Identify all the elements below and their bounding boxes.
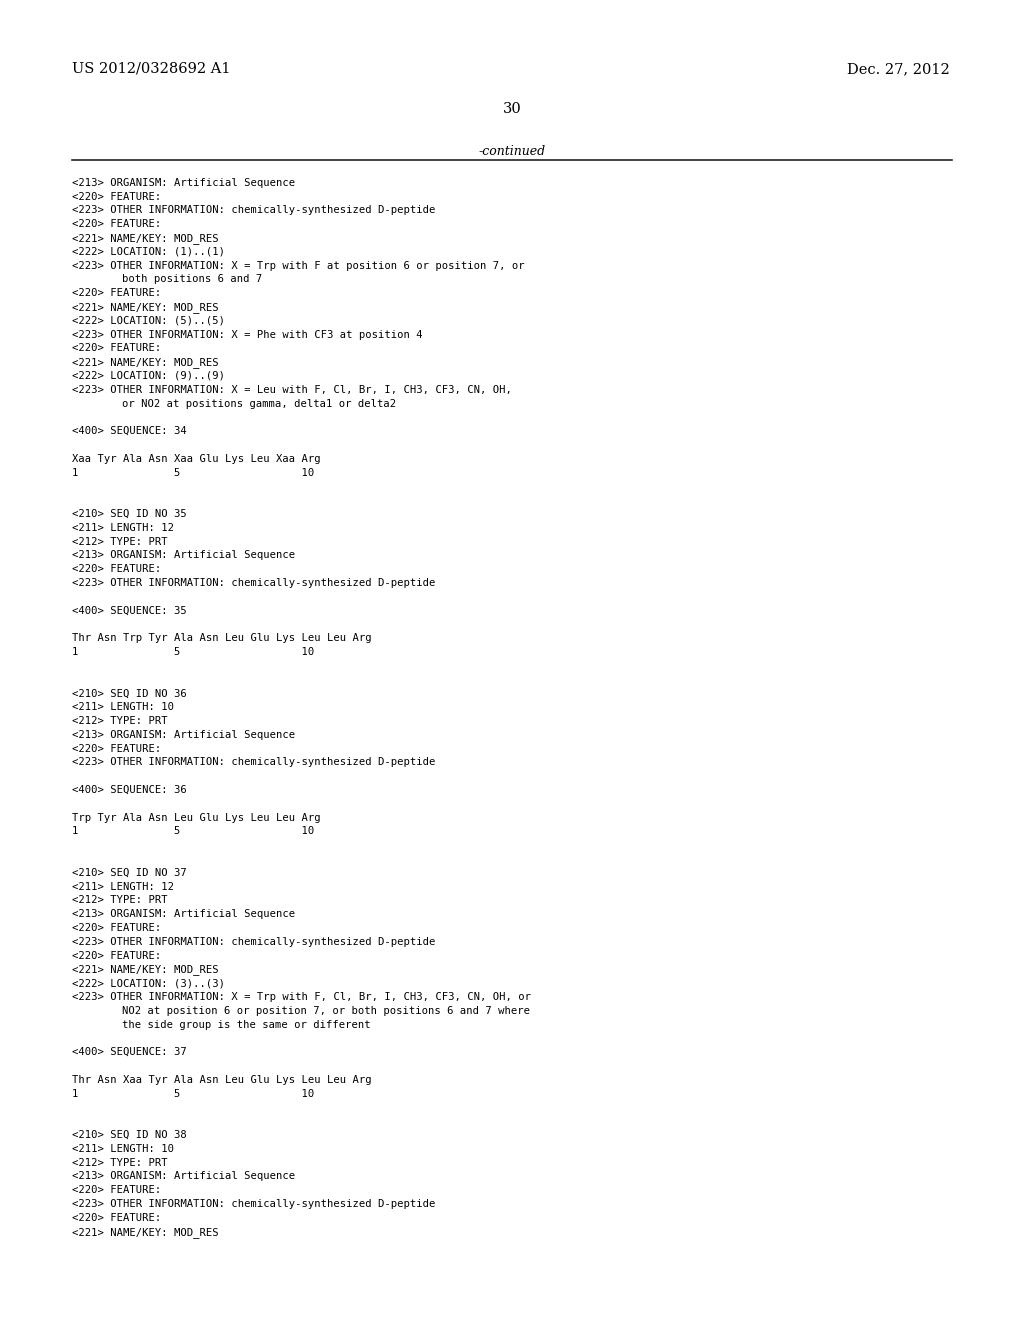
Text: or NO2 at positions gamma, delta1 or delta2: or NO2 at positions gamma, delta1 or del… bbox=[122, 399, 396, 409]
Text: <400> SEQUENCE: 36: <400> SEQUENCE: 36 bbox=[72, 785, 186, 795]
Text: <222> LOCATION: (5)..(5): <222> LOCATION: (5)..(5) bbox=[72, 315, 225, 326]
Text: 1               5                   10: 1 5 10 bbox=[72, 647, 314, 657]
Text: <220> FEATURE:: <220> FEATURE: bbox=[72, 288, 161, 298]
Text: <223> OTHER INFORMATION: chemically-synthesized D-peptide: <223> OTHER INFORMATION: chemically-synt… bbox=[72, 206, 435, 215]
Text: <220> FEATURE:: <220> FEATURE: bbox=[72, 191, 161, 202]
Text: US 2012/0328692 A1: US 2012/0328692 A1 bbox=[72, 62, 230, 77]
Text: <212> TYPE: PRT: <212> TYPE: PRT bbox=[72, 895, 168, 906]
Text: Thr Asn Xaa Tyr Ala Asn Leu Glu Lys Leu Leu Arg: Thr Asn Xaa Tyr Ala Asn Leu Glu Lys Leu … bbox=[72, 1074, 372, 1085]
Text: <220> FEATURE:: <220> FEATURE: bbox=[72, 564, 161, 574]
Text: -continued: -continued bbox=[478, 145, 546, 158]
Text: <220> FEATURE:: <220> FEATURE: bbox=[72, 343, 161, 354]
Text: Thr Asn Trp Tyr Ala Asn Leu Glu Lys Leu Leu Arg: Thr Asn Trp Tyr Ala Asn Leu Glu Lys Leu … bbox=[72, 634, 372, 643]
Text: <223> OTHER INFORMATION: chemically-synthesized D-peptide: <223> OTHER INFORMATION: chemically-synt… bbox=[72, 578, 435, 587]
Text: <223> OTHER INFORMATION: chemically-synthesized D-peptide: <223> OTHER INFORMATION: chemically-synt… bbox=[72, 937, 435, 946]
Text: <220> FEATURE:: <220> FEATURE: bbox=[72, 1185, 161, 1195]
Text: <223> OTHER INFORMATION: X = Phe with CF3 at position 4: <223> OTHER INFORMATION: X = Phe with CF… bbox=[72, 330, 423, 339]
Text: <220> FEATURE:: <220> FEATURE: bbox=[72, 219, 161, 230]
Text: <221> NAME/KEY: MOD_RES: <221> NAME/KEY: MOD_RES bbox=[72, 302, 219, 313]
Text: <220> FEATURE:: <220> FEATURE: bbox=[72, 743, 161, 754]
Text: <223> OTHER INFORMATION: X = Trp with F, Cl, Br, I, CH3, CF3, CN, OH, or: <223> OTHER INFORMATION: X = Trp with F,… bbox=[72, 993, 531, 1002]
Text: both positions 6 and 7: both positions 6 and 7 bbox=[122, 275, 262, 284]
Text: <210> SEQ ID NO 38: <210> SEQ ID NO 38 bbox=[72, 1130, 186, 1140]
Text: <211> LENGTH: 12: <211> LENGTH: 12 bbox=[72, 882, 174, 891]
Text: <221> NAME/KEY: MOD_RES: <221> NAME/KEY: MOD_RES bbox=[72, 234, 219, 244]
Text: <210> SEQ ID NO 36: <210> SEQ ID NO 36 bbox=[72, 689, 186, 698]
Text: Dec. 27, 2012: Dec. 27, 2012 bbox=[847, 62, 950, 77]
Text: <222> LOCATION: (1)..(1): <222> LOCATION: (1)..(1) bbox=[72, 247, 225, 257]
Text: the side group is the same or different: the side group is the same or different bbox=[122, 1019, 371, 1030]
Text: <400> SEQUENCE: 34: <400> SEQUENCE: 34 bbox=[72, 426, 186, 436]
Text: <223> OTHER INFORMATION: chemically-synthesized D-peptide: <223> OTHER INFORMATION: chemically-synt… bbox=[72, 758, 435, 767]
Text: <212> TYPE: PRT: <212> TYPE: PRT bbox=[72, 1158, 168, 1168]
Text: <221> NAME/KEY: MOD_RES: <221> NAME/KEY: MOD_RES bbox=[72, 1226, 219, 1238]
Text: NO2 at position 6 or position 7, or both positions 6 and 7 where: NO2 at position 6 or position 7, or both… bbox=[122, 1006, 530, 1016]
Text: <212> TYPE: PRT: <212> TYPE: PRT bbox=[72, 537, 168, 546]
Text: <213> ORGANISM: Artificial Sequence: <213> ORGANISM: Artificial Sequence bbox=[72, 730, 295, 739]
Text: <213> ORGANISM: Artificial Sequence: <213> ORGANISM: Artificial Sequence bbox=[72, 909, 295, 919]
Text: 30: 30 bbox=[503, 102, 521, 116]
Text: <213> ORGANISM: Artificial Sequence: <213> ORGANISM: Artificial Sequence bbox=[72, 550, 295, 561]
Text: <400> SEQUENCE: 35: <400> SEQUENCE: 35 bbox=[72, 606, 186, 615]
Text: <212> TYPE: PRT: <212> TYPE: PRT bbox=[72, 715, 168, 726]
Text: <222> LOCATION: (9)..(9): <222> LOCATION: (9)..(9) bbox=[72, 371, 225, 381]
Text: <223> OTHER INFORMATION: X = Leu with F, Cl, Br, I, CH3, CF3, CN, OH,: <223> OTHER INFORMATION: X = Leu with F,… bbox=[72, 385, 512, 395]
Text: <210> SEQ ID NO 37: <210> SEQ ID NO 37 bbox=[72, 867, 186, 878]
Text: <220> FEATURE:: <220> FEATURE: bbox=[72, 923, 161, 933]
Text: <213> ORGANISM: Artificial Sequence: <213> ORGANISM: Artificial Sequence bbox=[72, 178, 295, 187]
Text: Trp Tyr Ala Asn Leu Glu Lys Leu Leu Arg: Trp Tyr Ala Asn Leu Glu Lys Leu Leu Arg bbox=[72, 813, 321, 822]
Text: 1               5                   10: 1 5 10 bbox=[72, 1089, 314, 1098]
Text: <211> LENGTH: 10: <211> LENGTH: 10 bbox=[72, 702, 174, 713]
Text: <211> LENGTH: 12: <211> LENGTH: 12 bbox=[72, 523, 174, 533]
Text: <221> NAME/KEY: MOD_RES: <221> NAME/KEY: MOD_RES bbox=[72, 358, 219, 368]
Text: <210> SEQ ID NO 35: <210> SEQ ID NO 35 bbox=[72, 510, 186, 519]
Text: Xaa Tyr Ala Asn Xaa Glu Lys Leu Xaa Arg: Xaa Tyr Ala Asn Xaa Glu Lys Leu Xaa Arg bbox=[72, 454, 321, 463]
Text: <222> LOCATION: (3)..(3): <222> LOCATION: (3)..(3) bbox=[72, 978, 225, 989]
Text: <400> SEQUENCE: 37: <400> SEQUENCE: 37 bbox=[72, 1047, 186, 1057]
Text: 1               5                   10: 1 5 10 bbox=[72, 826, 314, 837]
Text: <211> LENGTH: 10: <211> LENGTH: 10 bbox=[72, 1144, 174, 1154]
Text: <223> OTHER INFORMATION: chemically-synthesized D-peptide: <223> OTHER INFORMATION: chemically-synt… bbox=[72, 1199, 435, 1209]
Text: <220> FEATURE:: <220> FEATURE: bbox=[72, 950, 161, 961]
Text: 1               5                   10: 1 5 10 bbox=[72, 467, 314, 478]
Text: <220> FEATURE:: <220> FEATURE: bbox=[72, 1213, 161, 1222]
Text: <213> ORGANISM: Artificial Sequence: <213> ORGANISM: Artificial Sequence bbox=[72, 1171, 295, 1181]
Text: <221> NAME/KEY: MOD_RES: <221> NAME/KEY: MOD_RES bbox=[72, 965, 219, 975]
Text: <223> OTHER INFORMATION: X = Trp with F at position 6 or position 7, or: <223> OTHER INFORMATION: X = Trp with F … bbox=[72, 260, 524, 271]
